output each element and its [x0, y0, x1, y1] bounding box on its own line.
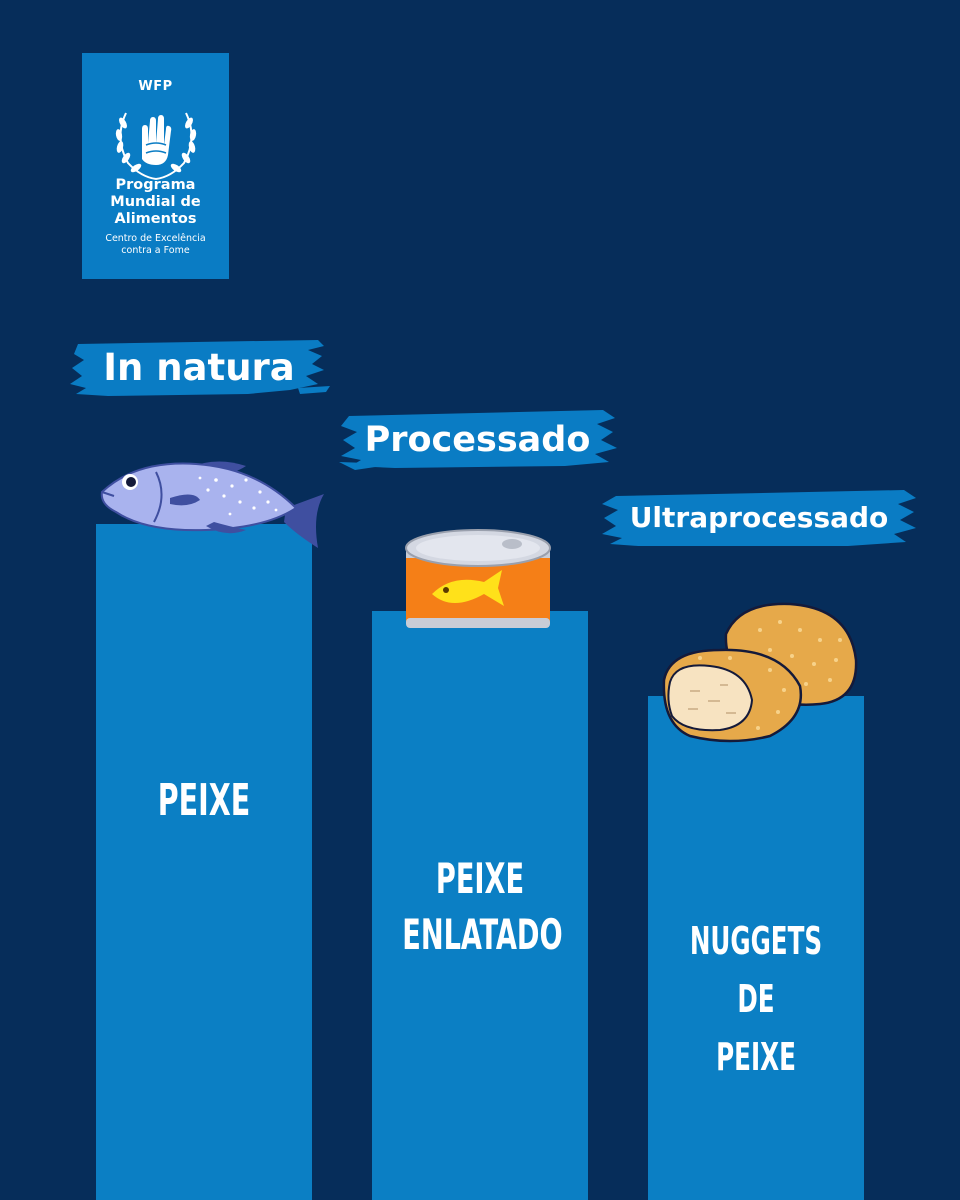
logo-subtitle: Centro de Excelência contra a Fome: [105, 233, 206, 256]
bar-nuggets-de-peixe: NUGGETS DE PEIXE: [648, 696, 864, 1200]
fish-nuggets-icon: [662, 602, 858, 743]
logo-name: Programa Mundial de Alimentos: [110, 177, 201, 227]
brush-stroke: [70, 340, 330, 396]
canned-fish-icon: [405, 529, 551, 628]
bar-label: PEIXE ENLATADO: [402, 854, 563, 959]
brush-stroke: [339, 410, 617, 470]
bar-peixe: PEIXE: [96, 524, 312, 1200]
wfp-emblem-icon: [115, 112, 197, 180]
bar-peixe-enlatado: PEIXE ENLATADO: [372, 611, 588, 1200]
label-in-natura: In natura: [68, 336, 330, 398]
bar-label: NUGGETS DE PEIXE: [689, 919, 823, 1079]
logo-acronym: WFP: [138, 79, 173, 94]
label-processado: Processado: [335, 406, 620, 472]
fish-icon: [100, 461, 324, 548]
wfp-logo: WFP: [82, 53, 229, 279]
bar-label: PEIXE: [157, 775, 251, 826]
brush-stroke: [602, 490, 916, 546]
label-ultraprocessado: Ultraprocessado: [598, 488, 920, 548]
